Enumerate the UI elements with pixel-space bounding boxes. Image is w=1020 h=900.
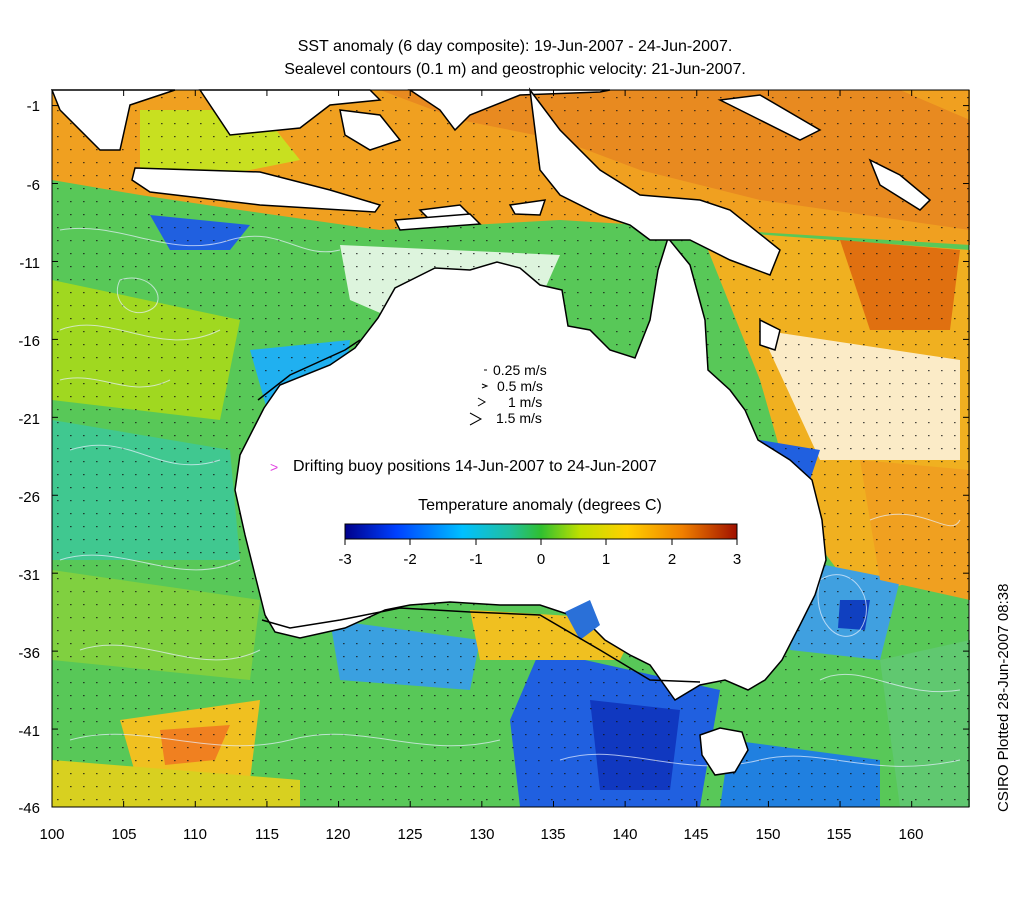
colorbar-tick-label: 1 <box>601 551 611 568</box>
x-tick-label: 110 <box>183 826 207 843</box>
y-tick-label: -41 <box>18 723 40 740</box>
y-tick-label: -6 <box>26 177 40 194</box>
x-tick-label: 120 <box>325 826 351 843</box>
map-subtitle: Sealevel contours (0.1 m) and geostrophi… <box>284 61 746 78</box>
colorbar-tick-label: -2 <box>403 551 417 568</box>
y-tick-label: -21 <box>18 411 40 428</box>
colorbar-tick-label: -3 <box>338 551 352 568</box>
velocity-legend-label: 0.5 m/s <box>497 378 543 394</box>
buoy-legend-label: Drifting buoy positions 14-Jun-2007 to 2… <box>293 458 657 475</box>
x-tick-label: 140 <box>612 826 638 843</box>
spencer-gulf <box>565 600 600 640</box>
velocity-legend-arrows <box>469 369 489 426</box>
x-tick-label: 150 <box>755 826 781 843</box>
northern-islands <box>50 87 932 351</box>
velocity-legend-label: 1.5 m/s <box>496 410 542 426</box>
y-tick-label: -46 <box>18 800 40 817</box>
velocity-legend-label: 1 m/s <box>508 394 543 410</box>
colorbar-tick-label: 2 <box>667 551 677 568</box>
x-tick-label: 115 <box>255 826 279 843</box>
colorbar-tick-label: 0 <box>536 551 546 568</box>
x-tick-label: 155 <box>826 826 852 843</box>
colorbar-title: Temperature anomaly (degrees C) <box>418 497 662 514</box>
velocity-legend-label: 0.25 m/s <box>493 362 547 378</box>
y-tick-label: -16 <box>18 333 40 350</box>
y-tick-label: -31 <box>18 567 40 584</box>
australia-landmass <box>234 236 827 701</box>
map-title: SST anomaly (6 day composite): 19-Jun-20… <box>297 38 733 55</box>
colorbar <box>344 523 738 540</box>
x-tick-label: 105 <box>111 826 137 843</box>
y-tick-label: -36 <box>18 645 40 662</box>
coastal-shelf-line <box>257 339 701 683</box>
map-frame <box>51 89 970 808</box>
y-tick-label: -11 <box>19 255 40 272</box>
x-tick-label: 125 <box>397 826 423 843</box>
x-tick-label: 145 <box>683 826 709 843</box>
axis-tick-marks <box>51 90 969 808</box>
x-tick-label: 130 <box>469 826 495 843</box>
colorbar-tick-label: 3 <box>732 551 742 568</box>
colorbar-tick-label: -1 <box>469 551 483 568</box>
x-tick-label: 160 <box>898 826 924 843</box>
tasmania-landmass <box>699 727 749 776</box>
y-tick-label: -26 <box>18 489 40 506</box>
colorbar-tick-marks <box>344 539 738 545</box>
y-tick-label: -1 <box>26 98 40 115</box>
plot-credit: CSIRO Plotted 28-Jun-2007 08:38 <box>995 583 1012 812</box>
x-tick-label: 100 <box>39 826 65 843</box>
sealevel-contours <box>59 227 961 767</box>
buoy-marker-icon: > <box>270 459 278 475</box>
x-tick-label: 135 <box>540 826 566 843</box>
